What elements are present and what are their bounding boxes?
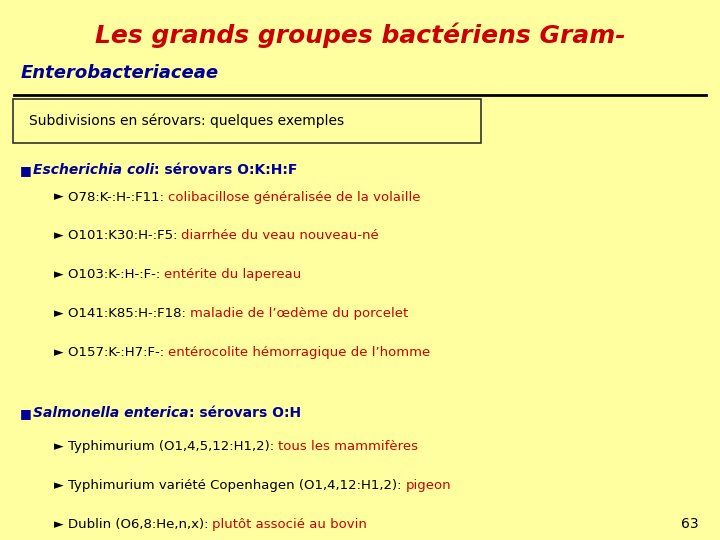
- Text: ►: ►: [54, 518, 63, 531]
- Text: : sérovars O:H: : sérovars O:H: [189, 406, 301, 420]
- Text: ►: ►: [54, 346, 63, 359]
- Text: ►: ►: [54, 191, 63, 204]
- Text: Dublin (O6,8:He,n,x):: Dublin (O6,8:He,n,x):: [68, 518, 212, 531]
- Text: O101:K30:H-:F5:: O101:K30:H-:F5:: [68, 230, 181, 242]
- Text: entérite du lapereau: entérite du lapereau: [164, 268, 302, 281]
- Text: Enterobacteriaceae: Enterobacteriaceae: [20, 64, 218, 82]
- FancyBboxPatch shape: [13, 99, 481, 143]
- Text: ►: ►: [54, 307, 63, 320]
- Text: O78:K-:H-:F11:: O78:K-:H-:F11:: [68, 191, 168, 204]
- Text: colibacillose généralisée de la volaille: colibacillose généralisée de la volaille: [168, 191, 420, 204]
- Text: ■: ■: [20, 407, 32, 420]
- Text: O103:K-:H-:F-:: O103:K-:H-:F-:: [68, 268, 164, 281]
- Text: maladie de l’œdème du porcelet: maladie de l’œdème du porcelet: [190, 307, 408, 320]
- Text: ►: ►: [54, 479, 63, 492]
- Text: 63: 63: [681, 517, 698, 531]
- Text: Salmonella enterica: Salmonella enterica: [33, 406, 189, 420]
- Text: ►: ►: [54, 440, 63, 453]
- Text: pigeon: pigeon: [405, 479, 451, 492]
- Text: Typhimurium (O1,4,5,12:H1,2):: Typhimurium (O1,4,5,12:H1,2):: [68, 440, 278, 453]
- Text: O157:K-:H7:F-:: O157:K-:H7:F-:: [68, 346, 168, 359]
- Text: ►: ►: [54, 268, 63, 281]
- Text: plutôt associé au bovin: plutôt associé au bovin: [212, 518, 367, 531]
- Text: Les grands groupes bactériens Gram-: Les grands groupes bactériens Gram-: [95, 22, 625, 48]
- Text: O141:K85:H-:F18:: O141:K85:H-:F18:: [68, 307, 190, 320]
- Text: Subdivisions en sérovars: quelques exemples: Subdivisions en sérovars: quelques exemp…: [29, 114, 344, 128]
- Text: Escherichia coli: Escherichia coli: [33, 163, 154, 177]
- Text: ►: ►: [54, 230, 63, 242]
- Text: entérocolite hémorragique de l’homme: entérocolite hémorragique de l’homme: [168, 346, 431, 359]
- Text: ■: ■: [20, 164, 32, 177]
- Text: diarrhée du veau nouveau-né: diarrhée du veau nouveau-né: [181, 230, 379, 242]
- Text: Typhimurium variété Copenhagen (O1,4,12:H1,2):: Typhimurium variété Copenhagen (O1,4,12:…: [68, 479, 405, 492]
- Text: : sérovars O:K:H:F: : sérovars O:K:H:F: [154, 163, 298, 177]
- Text: tous les mammifères: tous les mammifères: [278, 440, 418, 453]
